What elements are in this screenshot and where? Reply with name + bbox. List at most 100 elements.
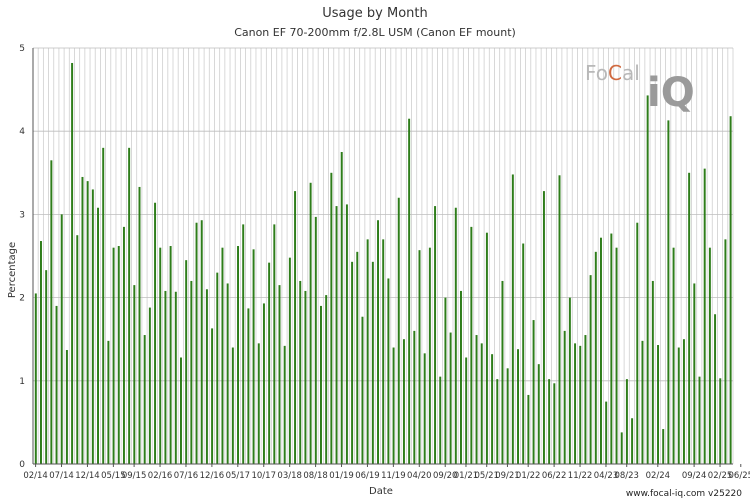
- x-tick-label: 10/17: [251, 471, 276, 481]
- bar: [636, 222, 639, 464]
- bar: [50, 160, 53, 464]
- bar: [231, 347, 234, 464]
- bar: [257, 343, 260, 464]
- bar: [351, 261, 354, 464]
- y-tick-label: 3: [19, 210, 25, 220]
- bar: [159, 247, 162, 464]
- bar: [91, 189, 94, 464]
- bar: [532, 320, 535, 464]
- x-tick-label: 11/19: [381, 471, 406, 481]
- bar: [677, 347, 680, 464]
- bar: [511, 174, 514, 465]
- bar: [237, 246, 240, 464]
- bar: [138, 186, 141, 464]
- bar: [320, 305, 322, 464]
- y-axis-label: Percentage: [7, 242, 18, 298]
- bar: [662, 429, 665, 464]
- bar: [174, 291, 177, 464]
- logo-text-fo: Fo: [585, 61, 608, 85]
- x-tick-label: 01/22: [516, 471, 541, 481]
- x-tick-label: 02/24: [646, 471, 671, 481]
- bar: [631, 418, 634, 464]
- bar: [501, 280, 504, 464]
- bar: [366, 239, 369, 464]
- bar: [34, 293, 37, 464]
- x-tick-label: 05/21: [474, 471, 499, 481]
- bar: [325, 295, 328, 464]
- bar: [65, 350, 68, 464]
- bar: [128, 147, 131, 464]
- x-tick-label: 01/19: [329, 471, 354, 481]
- y-tick-label: 4: [19, 127, 25, 137]
- bar: [382, 239, 385, 464]
- bar: [169, 246, 172, 464]
- bar: [542, 191, 545, 464]
- bar: [496, 379, 499, 464]
- bar: [268, 262, 271, 464]
- bar: [454, 207, 457, 464]
- x-tick-label: 02/16: [148, 471, 173, 481]
- bar: [594, 251, 597, 464]
- bar: [651, 280, 654, 464]
- bar: [252, 249, 255, 464]
- bar: [423, 353, 426, 464]
- bar: [205, 289, 208, 464]
- x-tick-label: 08/18: [303, 471, 328, 481]
- bar: [190, 280, 193, 464]
- x-tick-label: 02/25: [708, 471, 733, 481]
- credit-text: www.focal-iq.com v25220: [625, 489, 742, 499]
- bar: [605, 401, 608, 464]
- bar: [107, 340, 110, 464]
- bar: [371, 261, 374, 464]
- x-tick-label: 06/19: [355, 471, 380, 481]
- bar: [460, 290, 462, 464]
- bar: [262, 303, 265, 464]
- bar: [200, 220, 203, 464]
- bar: [216, 272, 219, 464]
- bar: [724, 239, 727, 464]
- logo-text-al: al: [622, 61, 640, 85]
- bar: [719, 378, 722, 464]
- bar: [402, 339, 405, 464]
- x-tick-label: 04/20: [407, 471, 432, 481]
- bar: [122, 226, 125, 464]
- bar: [226, 283, 229, 464]
- x-tick-label: 11/22: [568, 471, 593, 481]
- bar: [444, 297, 447, 464]
- bar: [81, 176, 84, 464]
- bar: [283, 345, 286, 464]
- bar: [408, 118, 411, 464]
- chart-title: Usage by Month: [322, 6, 428, 21]
- bar: [71, 62, 74, 464]
- bar: [55, 305, 58, 464]
- x-tick-label: 05/17: [226, 471, 251, 481]
- bar: [392, 347, 395, 464]
- bar: [288, 257, 291, 464]
- bar: [60, 214, 63, 464]
- bar: [470, 226, 473, 464]
- bar: [304, 290, 307, 464]
- bar: [548, 379, 551, 464]
- x-tick-label: 12/14: [75, 471, 100, 481]
- bar: [102, 147, 105, 464]
- bar: [314, 216, 317, 464]
- bar: [185, 260, 188, 464]
- x-tick-label: 03/18: [277, 471, 302, 481]
- bar: [294, 191, 297, 464]
- bar: [480, 343, 483, 464]
- y-tick-label: 2: [19, 294, 25, 304]
- bar: [299, 280, 302, 464]
- bar: [133, 285, 136, 464]
- bar: [667, 120, 670, 464]
- y-tick-label: 1: [19, 377, 25, 387]
- bar: [97, 207, 100, 464]
- bar: [40, 241, 42, 464]
- bar: [485, 232, 488, 464]
- bar: [418, 250, 421, 464]
- bar: [553, 383, 556, 464]
- bar: [86, 181, 89, 464]
- bar: [563, 330, 566, 464]
- logo-text-c: C: [608, 61, 622, 85]
- bar: [672, 247, 675, 464]
- x-tick-label: 09/24: [682, 471, 707, 481]
